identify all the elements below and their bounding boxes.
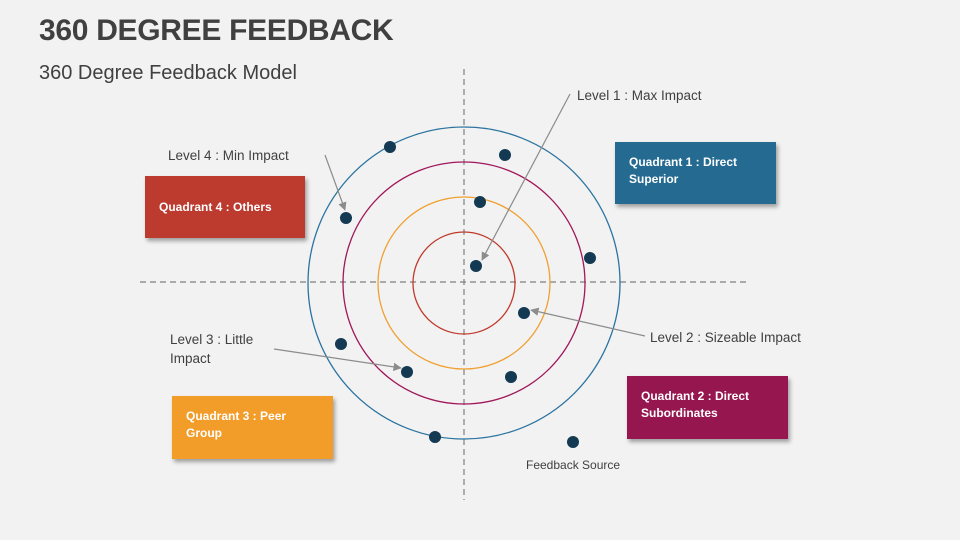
level-4-arrow <box>324 154 347 211</box>
feedback-dot <box>384 141 396 153</box>
level-3-label: Level 3 : Little Impact <box>170 332 254 366</box>
ring-level-2 <box>377 196 551 370</box>
level-1-label: Level 1 : Max Impact <box>577 88 702 103</box>
feedback-source-legend-label: Feedback Source <box>526 458 621 472</box>
feedback-source-dots <box>335 141 596 448</box>
feedback-dot <box>335 338 347 350</box>
level-2-label: Level 2 : Sizeable Impact <box>650 330 801 345</box>
feedback-dot <box>474 196 486 208</box>
ring-level-3 <box>342 161 586 405</box>
feedback-dot <box>584 252 596 264</box>
quadrant-2-box: Quadrant 2 : Direct Subordinates <box>627 376 788 439</box>
feedback-dot <box>499 149 511 161</box>
feedback-dot <box>340 212 352 224</box>
quadrant-3-box: Quadrant 3 : Peer Group <box>172 396 333 459</box>
feedback-dot <box>518 307 530 319</box>
feedback-dot <box>470 260 482 272</box>
level-2-arrow <box>530 307 646 337</box>
level-3-arrow <box>273 348 402 372</box>
quadrant-4-box: Quadrant 4 : Others <box>145 176 305 238</box>
quadrant-2-label: Quadrant 2 : Direct Subordinates <box>641 389 750 420</box>
level-1-arrow <box>481 93 571 261</box>
feedback-dot <box>401 366 413 378</box>
feedback-dot <box>429 431 441 443</box>
ring-level-4 <box>307 126 621 440</box>
quadrant-1-label: Quadrant 1 : Direct Superior <box>629 155 738 186</box>
feedback-dot <box>505 371 517 383</box>
level-4-label: Level 4 : Min Impact <box>168 148 289 163</box>
page-title: 360 DEGREE FEEDBACK <box>39 14 394 47</box>
page-subtitle: 360 Degree Feedback Model <box>39 62 297 84</box>
quadrant-1-box: Quadrant 1 : Direct Superior <box>615 142 776 204</box>
ring-level-1 <box>412 231 516 335</box>
quadrant-4-label: Quadrant 4 : Others <box>159 199 272 214</box>
quadrant-3-label: Quadrant 3 : Peer Group <box>186 409 287 440</box>
legend-dot <box>567 436 579 448</box>
